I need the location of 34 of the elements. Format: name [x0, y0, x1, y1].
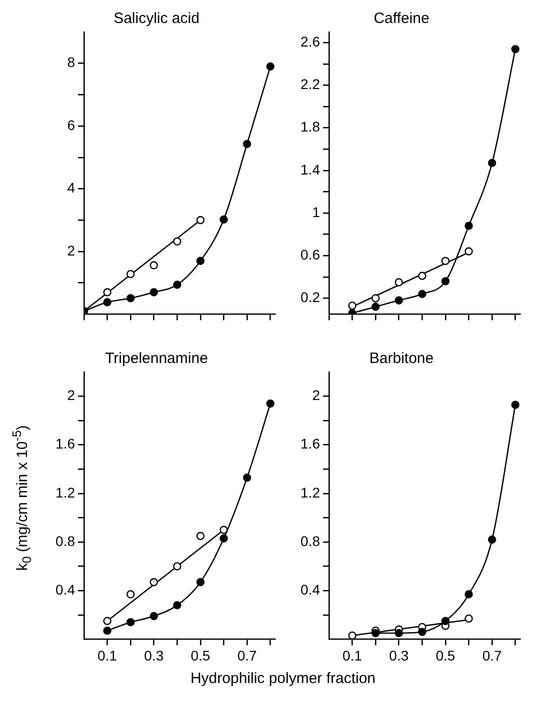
x-tick-label: 0.3	[389, 647, 409, 664]
x-tick-label: 0.1	[98, 647, 118, 664]
x-tick-label: 0.1	[342, 647, 362, 664]
y-tick-label: 2.2	[300, 76, 320, 92]
y-tick-label: 1.8	[300, 118, 320, 135]
x-tick-label: 0.7	[482, 647, 502, 664]
y-tick-label: 1.6	[56, 436, 76, 452]
chart-title: Tripelennamine	[105, 350, 208, 368]
x-tick-label: 0.7	[237, 647, 257, 664]
x-tick-label: 0.3	[144, 647, 164, 664]
x-tick-label: 0.5	[190, 647, 210, 664]
y-tick-label: 0.4	[56, 581, 76, 598]
chart-title: Barbitone	[369, 350, 434, 368]
y-tick-label: 8	[67, 54, 76, 70]
y-tick-label: 0.8	[56, 532, 76, 549]
x-axis-title: Hydrophilic polymer fraction	[190, 670, 376, 687]
y-tick-label: 0.4	[300, 581, 320, 598]
y-tick-label: 1.6	[300, 436, 320, 452]
y-tick-label: 2.6	[300, 34, 320, 50]
chart-title: Salicylic acid	[114, 10, 200, 28]
x-tick-label: 0.5	[436, 647, 456, 664]
y-tick-label: 1.2	[56, 484, 76, 500]
y-tick-label: 0.2	[300, 289, 320, 306]
y-tick-label: 2	[67, 242, 76, 258]
y-tick-label: 4	[67, 180, 76, 196]
y-tick-label: 0.8	[300, 532, 320, 549]
y-tick-label: 2	[67, 387, 76, 404]
chart-title: Caffeine	[374, 10, 430, 28]
y-tick-label: 0.6	[300, 246, 320, 262]
y-tick-label: 1	[312, 204, 320, 220]
y-tick-label: 6	[67, 116, 76, 133]
y-tick-label: 1.2	[300, 484, 320, 500]
y-tick-label: 2	[312, 387, 320, 404]
y-tick-label: 1.4	[300, 161, 320, 178]
